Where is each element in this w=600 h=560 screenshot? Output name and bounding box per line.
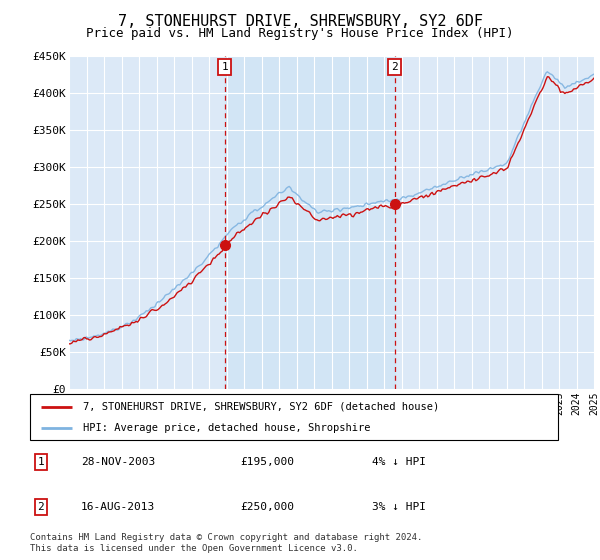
Text: £250,000: £250,000 xyxy=(240,502,294,512)
Text: 2: 2 xyxy=(391,62,398,72)
Text: Contains HM Land Registry data © Crown copyright and database right 2024.
This d: Contains HM Land Registry data © Crown c… xyxy=(30,533,422,553)
Text: 1: 1 xyxy=(221,62,229,72)
Text: 7, STONEHURST DRIVE, SHREWSBURY, SY2 6DF (detached house): 7, STONEHURST DRIVE, SHREWSBURY, SY2 6DF… xyxy=(83,402,439,412)
Text: 28-NOV-2003: 28-NOV-2003 xyxy=(81,457,155,467)
Text: 1: 1 xyxy=(37,457,44,467)
Text: £195,000: £195,000 xyxy=(240,457,294,467)
Text: 16-AUG-2013: 16-AUG-2013 xyxy=(81,502,155,512)
Bar xyxy=(225,56,395,389)
Text: 3% ↓ HPI: 3% ↓ HPI xyxy=(372,502,426,512)
Text: HPI: Average price, detached house, Shropshire: HPI: Average price, detached house, Shro… xyxy=(83,423,370,433)
Text: 4% ↓ HPI: 4% ↓ HPI xyxy=(372,457,426,467)
Text: Price paid vs. HM Land Registry's House Price Index (HPI): Price paid vs. HM Land Registry's House … xyxy=(86,27,514,40)
Text: 7, STONEHURST DRIVE, SHREWSBURY, SY2 6DF: 7, STONEHURST DRIVE, SHREWSBURY, SY2 6DF xyxy=(118,14,482,29)
Text: 2: 2 xyxy=(37,502,44,512)
